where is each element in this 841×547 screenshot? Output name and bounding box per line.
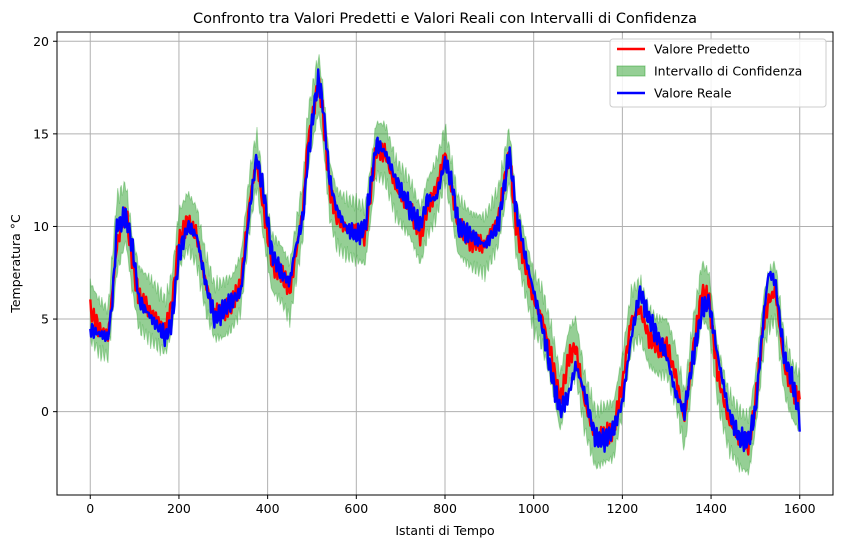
y-tick-label: 5 xyxy=(41,312,49,327)
x-tick-label: 1400 xyxy=(695,501,727,516)
legend-swatch-band xyxy=(616,65,646,77)
x-tick-label: 200 xyxy=(167,501,191,516)
y-axis-label: Temperatura °C xyxy=(8,214,23,314)
y-tick-label: 20 xyxy=(33,34,49,49)
legend-label-predicted: Valore Predetto xyxy=(654,42,750,57)
legend: Valore Predetto Intervallo di Confidenza… xyxy=(609,38,827,108)
plot-layer xyxy=(89,54,801,476)
y-tick-label: 10 xyxy=(33,219,49,234)
y-tick-label: 15 xyxy=(33,126,49,141)
legend-box xyxy=(609,38,827,108)
x-tick-label: 0 xyxy=(86,501,94,516)
x-axis: 0 200 400 600 800 1000 1200 1400 1600 xyxy=(86,495,816,516)
y-axis: 0 5 10 15 20 xyxy=(33,34,57,419)
chart-title: Confronto tra Valori Predetti e Valori R… xyxy=(193,11,697,27)
series-line-real xyxy=(89,68,801,453)
x-tick-label: 1600 xyxy=(784,501,816,516)
x-axis-label: Istanti di Tempo xyxy=(395,523,494,538)
x-tick-label: 400 xyxy=(256,501,280,516)
x-tick-label: 1000 xyxy=(518,501,550,516)
x-tick-label: 800 xyxy=(433,501,457,516)
x-tick-label: 1200 xyxy=(606,501,638,516)
legend-label-real: Valore Reale xyxy=(654,86,732,101)
legend-label-band: Intervallo di Confidenza xyxy=(654,64,802,79)
y-tick-label: 0 xyxy=(41,404,49,419)
x-tick-label: 600 xyxy=(344,501,368,516)
